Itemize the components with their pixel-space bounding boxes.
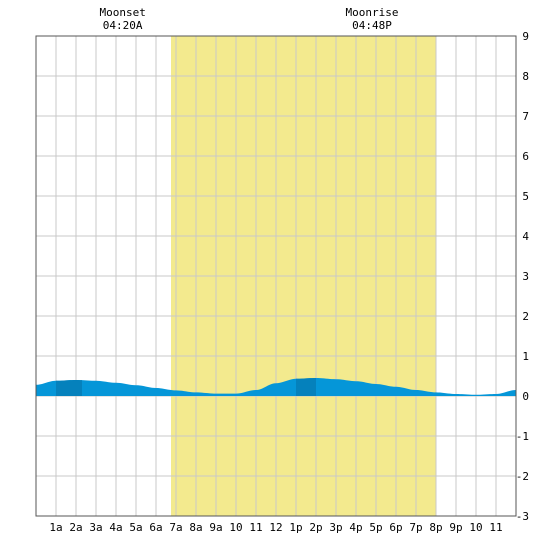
moonset-time: 04:20A bbox=[103, 19, 143, 32]
moonrise-label: Moonrise bbox=[346, 6, 399, 19]
y-tick-label: -2 bbox=[516, 470, 529, 483]
high-tide-band bbox=[296, 378, 316, 396]
x-tick-label: 10 bbox=[229, 521, 242, 534]
y-tick-label: 0 bbox=[522, 390, 529, 403]
x-tick-label: 9a bbox=[209, 521, 222, 534]
x-tick-label: 4p bbox=[349, 521, 362, 534]
x-tick-label: 2p bbox=[309, 521, 322, 534]
y-tick-label: 2 bbox=[522, 310, 529, 323]
x-tick-label: 5p bbox=[369, 521, 382, 534]
y-tick-label: 7 bbox=[522, 110, 529, 123]
x-tick-label: 11 bbox=[489, 521, 502, 534]
x-tick-label: 1a bbox=[49, 521, 62, 534]
moonrise-time: 04:48P bbox=[352, 19, 392, 32]
y-tick-label: 9 bbox=[522, 30, 529, 43]
x-tick-label: 3p bbox=[329, 521, 342, 534]
y-tick-label: 3 bbox=[522, 270, 529, 283]
y-tick-label: 4 bbox=[522, 230, 529, 243]
y-tick-label: 6 bbox=[522, 150, 529, 163]
x-tick-label: 8a bbox=[189, 521, 202, 534]
x-tick-label: 9p bbox=[449, 521, 462, 534]
y-tick-label: -3 bbox=[516, 510, 529, 523]
x-tick-label: 6p bbox=[389, 521, 402, 534]
x-axis-ticks: 1a 2a 3a 4a 5a 6a 7a 8a 9a 10 11 12 1p 2p 3p 4p 5p 6p 7p 8p… bbox=[49, 521, 502, 534]
plot-border bbox=[35, 35, 517, 517]
tide-area bbox=[36, 378, 516, 396]
moonset-label: Moonset bbox=[99, 6, 145, 19]
x-tick-label: 1p bbox=[289, 521, 302, 534]
y-axis-ticks: -3 -2 -1 0 1 2 3 4 5 6 7 8 9 bbox=[516, 30, 530, 523]
x-tick-label: 4a bbox=[109, 521, 122, 534]
x-tick-label: 8p bbox=[429, 521, 442, 534]
y-tick-label: 1 bbox=[522, 350, 529, 363]
x-tick-label: 5a bbox=[129, 521, 142, 534]
y-tick-label: 8 bbox=[522, 70, 529, 83]
x-tick-label: 6a bbox=[149, 521, 162, 534]
x-tick-label: 10 bbox=[469, 521, 482, 534]
x-tick-label: 3a bbox=[89, 521, 102, 534]
x-tick-label: 12 bbox=[269, 521, 282, 534]
x-tick-label: 7p bbox=[409, 521, 422, 534]
high-tide-band bbox=[56, 380, 82, 396]
grid-lines bbox=[36, 35, 516, 517]
x-tick-label: 2a bbox=[69, 521, 82, 534]
y-tick-label: 5 bbox=[522, 190, 529, 203]
tide-fill bbox=[36, 378, 516, 396]
y-tick-label: -1 bbox=[516, 430, 529, 443]
x-tick-label: 7a bbox=[169, 521, 182, 534]
x-tick-label: 11 bbox=[249, 521, 262, 534]
